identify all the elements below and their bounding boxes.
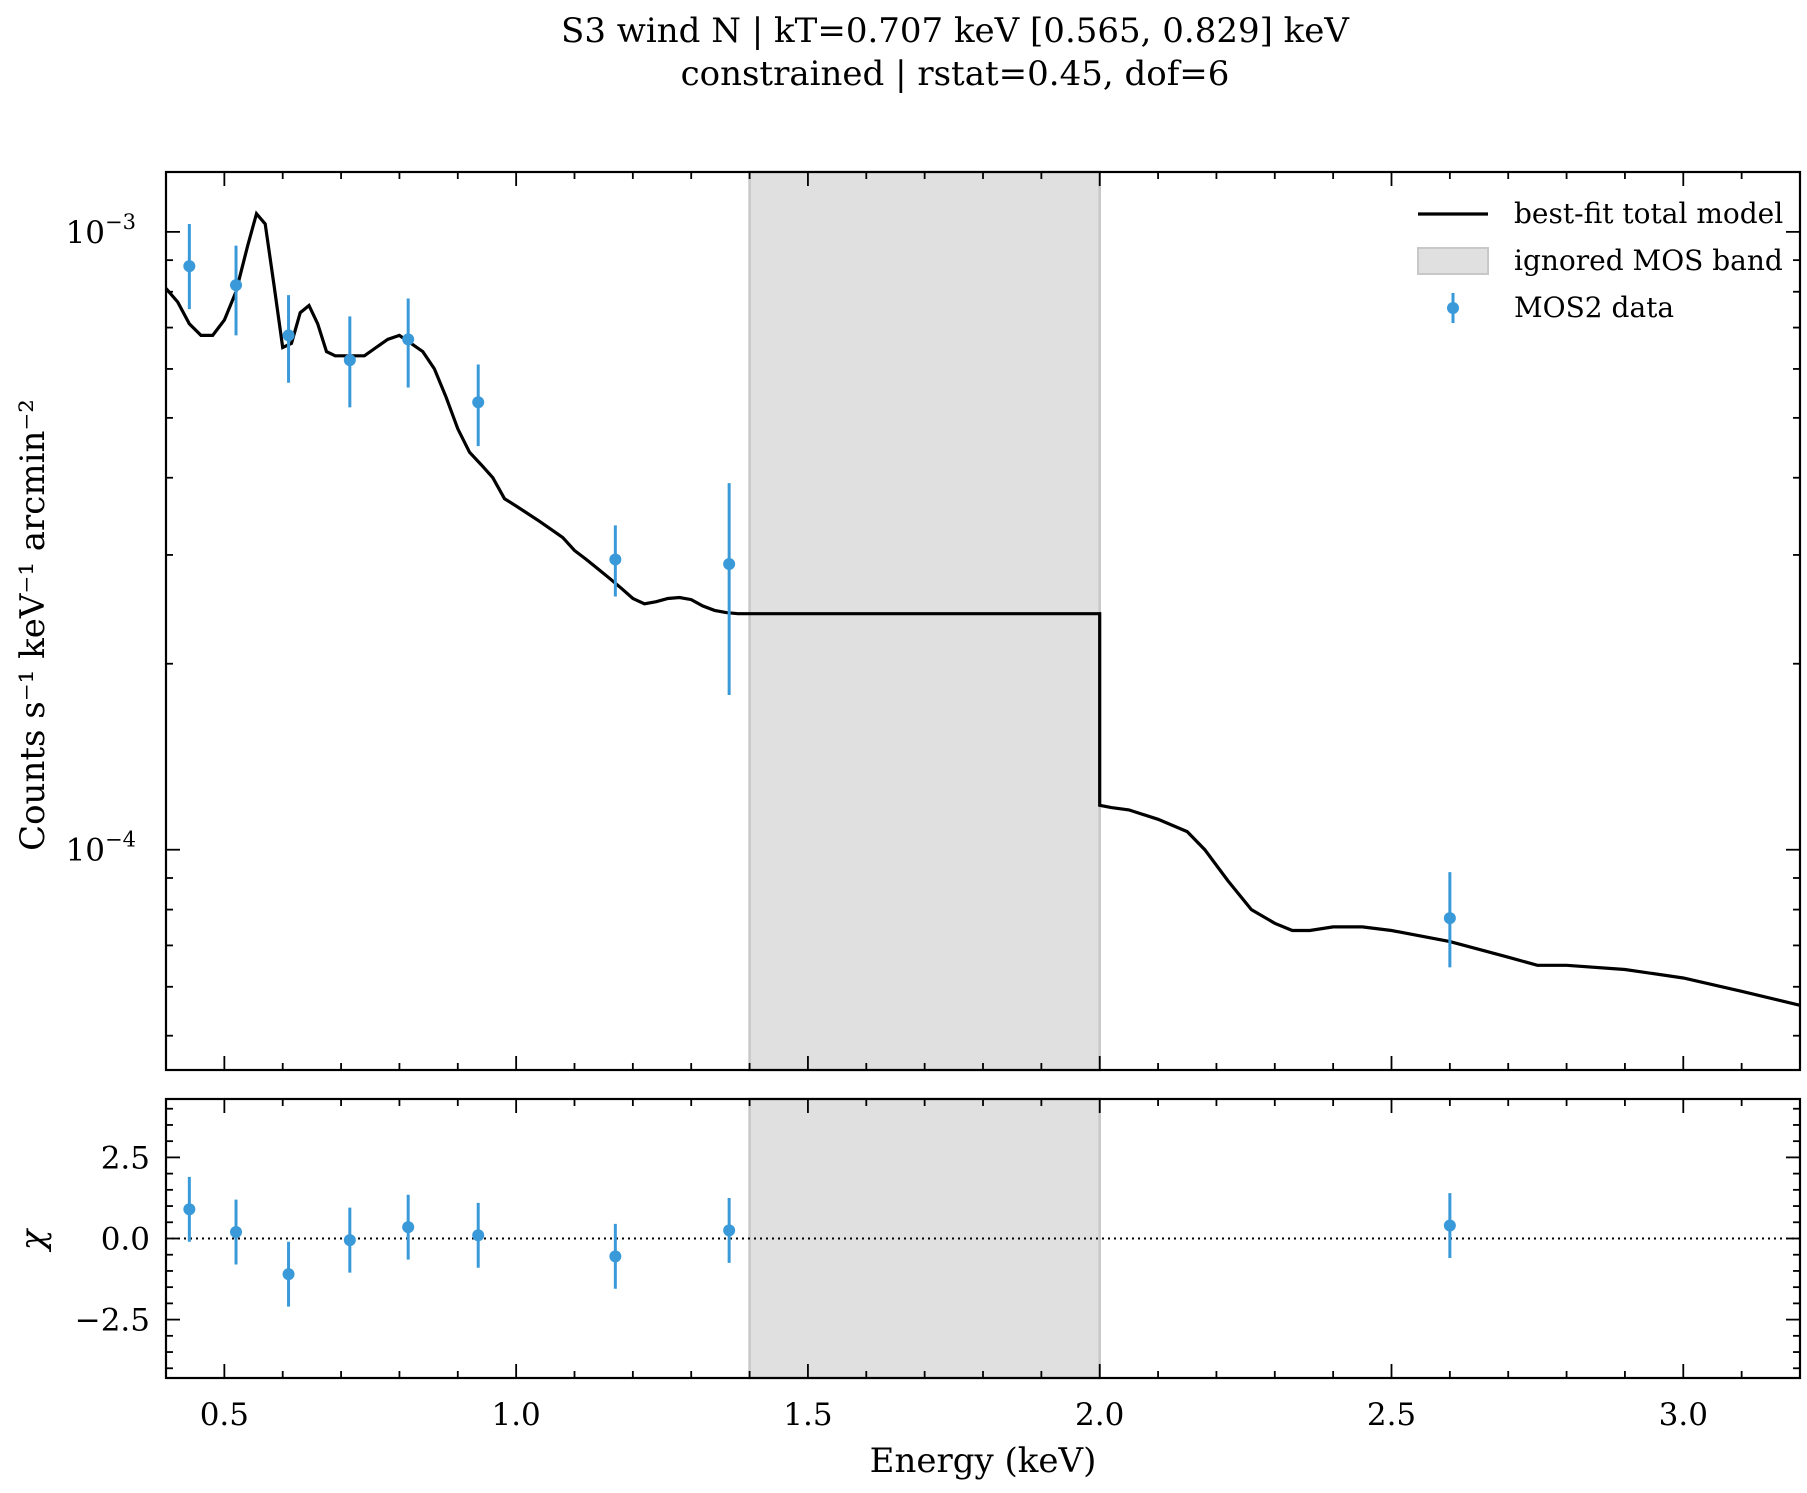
- model-line: [164, 210, 1801, 1007]
- x-tick-label: 1.0: [491, 1397, 540, 1433]
- x-axis-label: Energy (keV): [870, 1441, 1097, 1481]
- x-tick-label: 0.5: [200, 1397, 249, 1433]
- data-point: [402, 333, 415, 346]
- y-tick-label: 10−3: [66, 210, 136, 251]
- legend: best-fit total model ignored MOS band MOS2…: [1417, 197, 1783, 324]
- y-tick-label: −2.5: [75, 1303, 150, 1339]
- data-point: [230, 279, 243, 292]
- data-point: [343, 354, 356, 367]
- legend-label: ignored MOS band: [1514, 244, 1783, 277]
- legend-point-swatch: [1447, 302, 1459, 314]
- residual-panel: 0.5 1.0 1.5 2.0 2.5 3.0 2.5 0.0 −2.5: [75, 1097, 1802, 1433]
- ignored-band-spectrum: [748, 170, 1101, 1072]
- y-tick-label: 2.5: [101, 1140, 150, 1176]
- data-point: [183, 260, 196, 273]
- x-tick-label: 3.0: [1659, 1397, 1708, 1433]
- y-axis-label-residual: χ: [13, 1227, 53, 1252]
- residual-point: [230, 1226, 243, 1239]
- y-tick-label: 10−4: [66, 828, 136, 869]
- x-tick-label: 1.5: [783, 1397, 832, 1433]
- x-tick-label: 2.5: [1367, 1397, 1416, 1433]
- spectrum-panel: 10−3 10−4: [66, 170, 1802, 1072]
- chart-title-line-2: constrained | rstat=0.45, dof=6: [681, 54, 1230, 94]
- residual-point: [282, 1268, 295, 1281]
- y-tick-label: 0.0: [101, 1222, 150, 1258]
- data-point: [282, 329, 295, 342]
- data-point: [1443, 912, 1456, 925]
- legend-patch-swatch: [1417, 247, 1489, 275]
- residual-point: [183, 1203, 196, 1216]
- legend-label: MOS2 data: [1514, 291, 1674, 324]
- y-axis-label-spectrum: Counts s⁻¹ keV⁻¹ arcmin⁻²: [13, 399, 53, 851]
- chart-title-line-1: S3 wind N | kT=0.707 keV [0.565, 0.829] …: [561, 11, 1350, 51]
- residual-point: [609, 1250, 622, 1263]
- residual-point: [402, 1221, 415, 1234]
- residual-point: [1443, 1219, 1456, 1232]
- residual-point: [723, 1224, 736, 1237]
- data-point: [472, 396, 485, 409]
- legend-label: best-fit total model: [1514, 197, 1783, 230]
- data-point: [609, 553, 622, 566]
- residual-point: [472, 1229, 485, 1242]
- data-point: [723, 558, 736, 571]
- residual-point: [343, 1234, 356, 1247]
- x-tick-label: 2.0: [1075, 1397, 1124, 1433]
